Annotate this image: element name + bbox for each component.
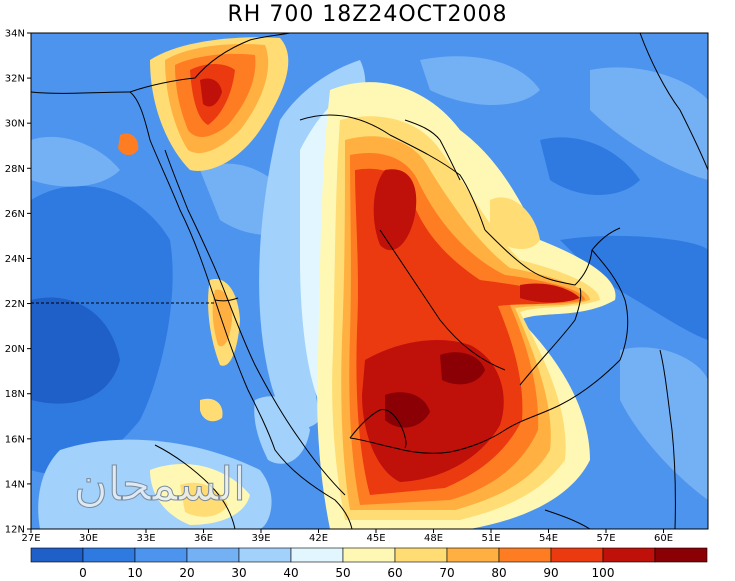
colorbar-label: 80 — [491, 566, 506, 580]
lat-tick-label: 26N — [5, 209, 25, 220]
lat-tick-label: 16N — [5, 434, 25, 445]
colorbar-swatch — [290, 547, 344, 563]
lat-tick-label: 18N — [5, 389, 25, 400]
colorbar-swatch — [238, 547, 292, 563]
colorbar-swatch — [134, 547, 188, 563]
colorbar-label: 50 — [335, 566, 350, 580]
colorbar-swatch — [602, 547, 656, 563]
watermark-logo: السمحان — [74, 457, 246, 511]
colorbar-label: 10 — [127, 566, 142, 580]
lat-tick-label: 34N — [5, 29, 25, 40]
longitude-axis: 27E 30E 33E 36E 39E 42E 45E 48E 51E 54E 57E 60E — [21, 529, 673, 544]
colorbar-swatch — [82, 547, 136, 563]
plot-frame — [30, 32, 709, 530]
colorbar-swatch — [30, 547, 84, 563]
lat-tick-label: 14N — [5, 479, 25, 490]
colorbar-swatch — [186, 547, 240, 563]
lon-tick-label: 39E — [251, 533, 270, 544]
colorbar-label: 0 — [79, 566, 87, 580]
lon-tick-label: 51E — [481, 533, 500, 544]
colorbar-label: 60 — [387, 566, 402, 580]
lat-tick-label: 22N — [5, 299, 25, 310]
lon-tick-label: 57E — [596, 533, 615, 544]
colorbar-label: 30 — [231, 566, 246, 580]
lat-tick-label: 24N — [5, 254, 25, 265]
lat-tick-label: 32N — [5, 74, 25, 85]
colorbar-label: 70 — [439, 566, 454, 580]
lon-tick-label: 45E — [366, 533, 385, 544]
lon-tick-label: 48E — [424, 533, 443, 544]
latitude-axis: 34N 32N 30N 28N 26N 24N 22N 20N 18N 16N 14N 12N — [5, 29, 31, 536]
colorbar-label: 40 — [283, 566, 298, 580]
lon-tick-label: 54E — [539, 533, 558, 544]
lat-tick-label: 30N — [5, 119, 25, 130]
lat-tick-label: 12N — [5, 525, 25, 536]
colorbar-swatch — [550, 547, 604, 563]
colorbar-label: 20 — [179, 566, 194, 580]
lon-tick-label: 30E — [79, 533, 98, 544]
coastlines — [31, 33, 708, 529]
colorbar-swatch — [342, 547, 396, 563]
lat-tick-label: 20N — [5, 344, 25, 355]
lon-tick-label: 27E — [21, 533, 40, 544]
lon-tick-label: 33E — [136, 533, 155, 544]
lon-tick-label: 60E — [654, 533, 673, 544]
colorbar-label: 100 — [592, 566, 615, 580]
colorbar-swatch — [394, 547, 448, 563]
lon-tick-label: 36E — [194, 533, 213, 544]
rh-field — [31, 33, 708, 529]
colorbar-swatch — [498, 547, 552, 563]
colorbar-swatch — [654, 547, 708, 563]
lat-tick-label: 28N — [5, 164, 25, 175]
lon-tick-label: 42E — [309, 533, 328, 544]
colorbar: 0 10 20 30 40 50 60 70 80 90 100 — [30, 547, 708, 580]
map-title: RH 700 18Z24OCT2008 — [227, 2, 508, 27]
colorbar-swatch — [446, 547, 500, 563]
colorbar-label: 90 — [543, 566, 558, 580]
